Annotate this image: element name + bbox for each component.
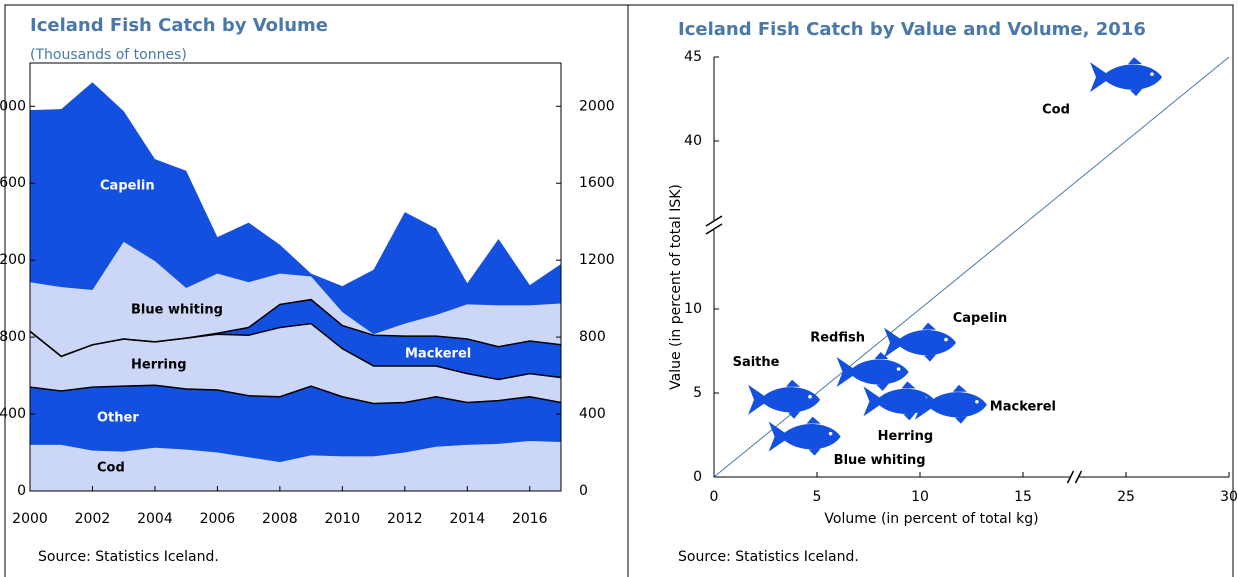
fish-body [1090,57,1162,97]
y-tick-label: 0 [693,469,702,485]
chart-subtitle: (Thousands of tonnes) [30,47,187,63]
x-tick-label: 2016 [512,511,548,527]
point-label: Herring [878,429,934,444]
area [30,241,561,357]
fish-body [836,352,909,391]
point-label: Capelin [953,311,1008,326]
x-tick-label: 10 [911,489,929,505]
x-tick-label: 2006 [200,511,236,527]
area [30,385,561,463]
fish-marker [836,352,909,391]
y2-tick-label: 1600 [579,175,615,191]
fish-eye [808,394,812,399]
chart-title: Iceland Fish Catch by Volume [30,15,328,36]
x-tick-label: 25 [1117,489,1135,505]
area-chart: Cod Other Herring Mackerel Blue whiting Capel… [0,62,615,527]
point-label: Mackerel [990,399,1056,414]
y-axis-label: Value (in percent of total ISK) [668,184,684,390]
boundary-line [29,384,562,405]
plot-frame [29,62,562,492]
y-tick-label: 1200 [0,252,26,268]
y2-tick-label: 0 [579,483,588,499]
area [30,299,561,380]
area [30,82,561,335]
area [30,440,561,491]
x-tick-label: 2010 [325,511,361,527]
fish-marker [1090,57,1162,97]
fish-marker [768,416,841,456]
fish-body [914,384,987,424]
point-label: Saithe [733,355,780,370]
fish-eye [1150,72,1154,76]
chart-title: Iceland Fish Catch by Value and Volume, … [678,19,1146,40]
fish-body [768,416,841,456]
frame [4,4,1234,577]
scatter-chart: 0 5 10 40 45 0 5 10 15 25 30 Volume (in percent of … [668,49,1238,527]
source: Source: Statistics Iceland. [38,549,219,565]
x-tick-label: 2014 [449,511,485,527]
axis-break-gap [1069,469,1080,485]
fish-eye [975,399,979,404]
fish-eye [944,337,948,342]
y2-tick-label: 1200 [579,252,615,268]
fish-body [863,381,936,421]
y-tick-label: 40 [684,133,702,149]
y-tick-label: 1600 [0,175,26,191]
x-tick-label: 2002 [75,511,111,527]
y-tick-label: 10 [684,301,702,317]
x-tick-label: 0 [710,489,719,505]
fish-eye [896,367,901,371]
series-label: Mackerel [405,347,471,362]
axis-break [1066,470,1083,484]
series-label: Other [97,411,139,426]
y-tick-label: 2000 [0,98,26,114]
y2-tick-label: 2000 [579,98,615,114]
y-tick-label: 400 [0,406,26,422]
point-label: Cod [1042,103,1070,118]
fish-eye [828,431,833,436]
axis-break [705,215,723,235]
y-tick-label: 5 [693,385,702,401]
x-tick-label: 2012 [387,511,423,527]
x-tick-label: 2008 [262,511,298,527]
series-label: Herring [131,358,187,373]
y2-tick-label: 800 [579,329,606,345]
point-label: Blue whiting [834,453,926,468]
fish-body [748,379,821,419]
x-tick-label: 5 [813,489,822,505]
series-label: Blue whiting [131,303,223,318]
area [30,323,561,404]
source: Source: Statistics Iceland. [678,549,859,565]
x-tick-label: 2004 [137,511,173,527]
boundary-line [29,298,562,358]
point-label: Redfish [810,331,865,346]
fish-body [884,322,956,362]
y-tick-label: 45 [684,49,702,65]
series-label: Capelin [100,179,155,194]
fish-marker [914,384,987,424]
axis-break-gap [706,220,722,230]
y2-tick-label: 400 [579,406,606,422]
fish-marker [884,322,956,362]
series-label: Cod [97,461,125,476]
x-tick-label: 30 [1220,489,1238,505]
y-tick-label: 0 [17,483,26,499]
fish-marker [748,379,821,419]
x-tick-label: 15 [1014,489,1032,505]
x-axis-label: Volume (in percent of total kg) [824,511,1038,527]
y-tick-label: 800 [0,329,26,345]
x-tick-label: 2000 [12,511,48,527]
